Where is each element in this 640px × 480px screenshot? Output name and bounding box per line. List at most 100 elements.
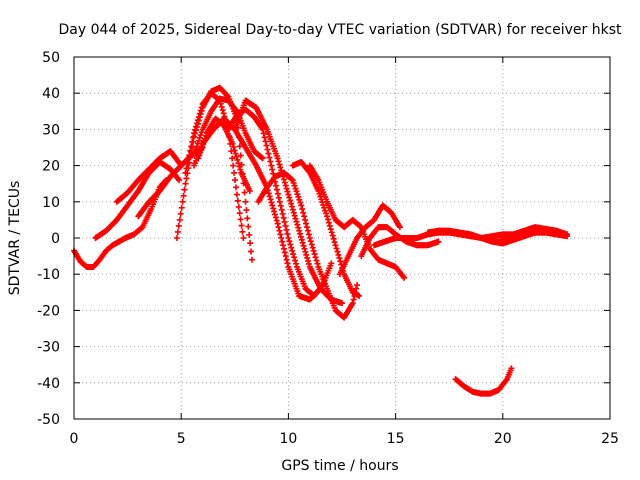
data-series-arc-mid-b [225,106,335,299]
data-point [302,216,309,223]
data-point [235,203,242,210]
data-point [246,187,253,194]
data-point [188,143,195,150]
data-point [185,156,192,163]
data-point [283,185,290,192]
data-point [273,217,280,224]
data-point [275,194,282,201]
data-point [267,158,274,165]
data-point [173,235,180,241]
data-point [339,300,345,307]
data-point [229,140,236,147]
data-point [197,132,204,139]
data-point [311,251,318,258]
data-point [290,179,297,186]
data-point [356,292,363,299]
data-point [262,138,269,145]
data-point [272,211,278,218]
data-point [294,191,301,198]
data-point [236,210,243,217]
data-point [328,229,335,236]
data-point [293,260,300,267]
data-point [297,199,304,206]
data-point [175,222,182,229]
data-point [193,120,200,127]
data-point [279,238,286,245]
data-point [294,221,301,228]
data-point [295,224,302,231]
data-point [243,207,250,214]
data-point [291,212,298,219]
data-point [268,162,275,169]
data-point [324,216,331,223]
data-point [233,191,240,198]
data-point [292,185,299,192]
data-point [291,182,298,189]
data-point [189,138,196,145]
data-point [177,210,184,217]
data-point [235,160,242,167]
data-point [195,137,202,144]
data-point [282,182,289,189]
x-tick-label: 0 [70,431,79,447]
chart-title: Day 044 of 2025, Sidereal Day-to-day VTE… [59,22,622,38]
data-point [274,155,281,162]
data-point [271,208,278,215]
data-point [308,241,315,248]
data-point [231,169,238,176]
data-point [335,251,342,258]
data-point [195,113,202,120]
data-point [283,256,290,263]
data-point [285,235,292,241]
data-point [313,257,320,264]
data-point [218,103,225,110]
data-point [237,152,244,159]
data-point [245,223,252,230]
data-point [284,230,291,237]
data-point [357,223,364,230]
data-point [280,242,287,249]
data-point [244,215,251,222]
data-point [187,147,194,154]
data-point [298,202,305,209]
y-tick-label: 10 [42,195,60,211]
data-point [233,153,240,160]
data-point [289,247,296,254]
data-series-arc-mid-f [336,202,403,278]
data-point [328,260,335,267]
data-point [299,239,306,246]
data-point [327,226,334,233]
data-point [331,239,338,246]
data-point [349,300,356,307]
data-point [396,224,403,231]
data-point [337,258,344,265]
data-point [231,147,238,154]
data-point [176,216,183,223]
data-point [189,144,196,151]
data-point [266,193,273,200]
data-series-arc-mid-d [289,158,363,299]
data-point [314,260,321,267]
data-point [237,216,244,223]
y-tick-label: -10 [37,267,60,283]
data-point [301,213,308,220]
data-marks [71,84,571,397]
data-point [182,180,189,187]
data-point [183,165,190,172]
data-point [281,249,288,256]
data-point [280,214,287,221]
y-tick-label: 0 [51,231,60,247]
data-point [322,207,329,214]
y-axis-label: SDTVAR / TECUs [7,181,23,296]
data-point [325,219,332,226]
y-tick-label: 40 [42,86,60,102]
data-point [288,203,295,210]
data-point [232,177,239,184]
data-point [286,194,293,201]
data-point [302,248,309,255]
data-point [310,247,317,254]
data-point [191,151,198,158]
data-point [353,285,360,292]
